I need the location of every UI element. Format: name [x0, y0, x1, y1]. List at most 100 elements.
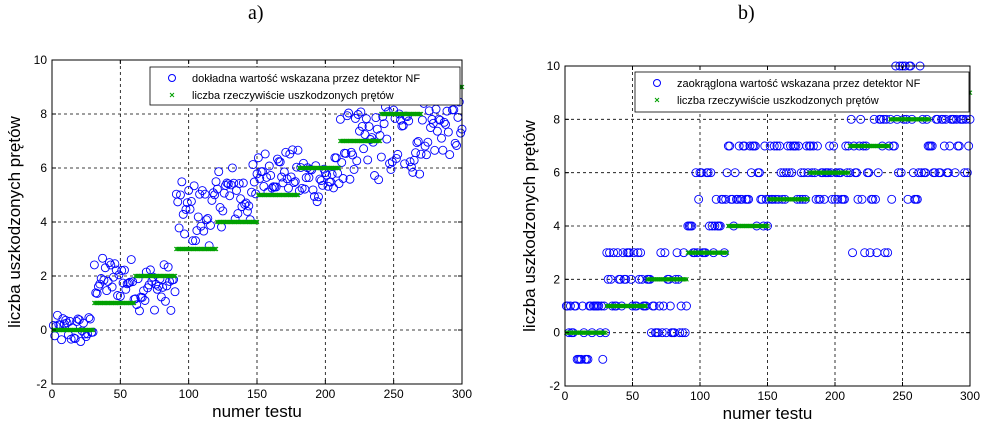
legend-marker-x	[654, 97, 660, 103]
estimate-point	[188, 236, 198, 246]
estimate-point	[283, 183, 293, 193]
actual-point	[376, 138, 381, 144]
estimate-point	[135, 306, 144, 316]
estimate-point	[196, 221, 206, 231]
estimate-point	[598, 354, 608, 364]
actual-point	[925, 116, 931, 122]
estimate-point	[222, 178, 232, 188]
estimate-point	[618, 248, 628, 258]
estimate-point	[301, 173, 311, 183]
estimate-point	[629, 248, 639, 258]
actual-point	[335, 165, 340, 171]
estimate-point	[186, 196, 196, 206]
estimate-point	[193, 212, 203, 222]
y-axis-label: liczba uszkodzonych prętów	[520, 119, 539, 331]
estimate-point	[371, 113, 381, 123]
legend-box	[149, 66, 461, 106]
estimate-point	[796, 168, 806, 178]
estimate-point	[199, 226, 209, 236]
estimate-point	[954, 141, 964, 151]
estimate-point	[282, 174, 292, 184]
actual-point	[886, 143, 892, 149]
estimate-point	[57, 335, 67, 345]
estimate-point	[293, 145, 303, 155]
estimate-point	[930, 168, 940, 178]
estimate-point	[696, 168, 706, 178]
estimate-point	[233, 209, 243, 219]
estimate-point	[715, 221, 725, 231]
estimate-point	[757, 194, 767, 204]
estimate-point	[260, 149, 270, 159]
actual-point	[253, 219, 258, 225]
estimate-point	[840, 194, 849, 204]
estimate-point	[808, 141, 818, 151]
estimate-point	[825, 141, 835, 151]
estimate-point	[337, 158, 347, 167]
estimate-point	[180, 229, 190, 239]
x-tick-label: 200	[315, 387, 335, 401]
estimate-point	[802, 141, 812, 151]
estimate-point	[405, 157, 415, 167]
actual-point	[213, 246, 219, 252]
estimate-point	[212, 184, 222, 194]
estimate-point	[452, 141, 461, 150]
estimate-point	[694, 194, 704, 204]
estimate-point	[408, 167, 418, 177]
estimate-point	[289, 178, 299, 188]
estimate-point	[349, 165, 359, 174]
y-tick-label: 4	[40, 215, 47, 229]
estimate-point	[363, 155, 373, 165]
estimate-point	[221, 181, 231, 190]
estimate-point	[655, 301, 664, 311]
estimate-point	[916, 168, 926, 178]
estimate-point	[118, 278, 128, 288]
estimate-point	[873, 168, 883, 178]
estimate-point	[258, 167, 267, 177]
estimate-point	[781, 168, 791, 178]
actual-point	[131, 300, 137, 306]
estimate-point	[176, 190, 185, 200]
y-axis-label: liczba uszkodzonych prętów	[5, 115, 24, 327]
actual-point	[417, 111, 422, 117]
estimate-point	[314, 192, 323, 202]
estimate-point	[277, 172, 287, 182]
y-tick-label: 2	[553, 272, 560, 286]
estimate-point	[659, 301, 668, 311]
estimate-point	[227, 163, 237, 173]
estimate-point	[434, 114, 444, 124]
actual-point	[90, 327, 96, 333]
data-points	[561, 61, 975, 364]
estimate-point	[744, 194, 754, 204]
estimate-point	[657, 328, 667, 338]
estimate-point	[234, 179, 244, 189]
y-tick-label: 2	[40, 269, 47, 283]
estimate-point	[170, 287, 180, 297]
estimate-point	[119, 265, 129, 275]
estimate-point	[871, 194, 880, 204]
estimate-point	[225, 191, 235, 201]
estimate-point	[597, 301, 606, 311]
estimate-point	[706, 168, 716, 178]
estimate-point	[609, 248, 619, 258]
estimate-point	[327, 169, 337, 179]
estimate-point	[308, 185, 318, 195]
estimate-point	[218, 206, 228, 216]
estimate-point	[413, 136, 423, 146]
legend-label-estimate: zaokrąglona wartość wskazana przez detek…	[677, 78, 921, 90]
estimate-point	[294, 186, 304, 196]
x-tick-label: 300	[960, 389, 980, 403]
estimate-point	[829, 141, 839, 151]
estimate-point	[404, 116, 414, 126]
estimate-point	[331, 153, 341, 163]
estimate-point	[571, 301, 581, 311]
estimate-point	[158, 282, 168, 292]
estimate-point	[191, 236, 200, 246]
estimate-point	[364, 122, 374, 131]
estimate-point	[84, 313, 94, 323]
estimate-point	[852, 168, 862, 178]
estimate-point	[441, 119, 451, 129]
estimate-point	[415, 169, 425, 179]
estimate-point	[126, 255, 136, 264]
x-tick-label: 100	[690, 389, 710, 403]
